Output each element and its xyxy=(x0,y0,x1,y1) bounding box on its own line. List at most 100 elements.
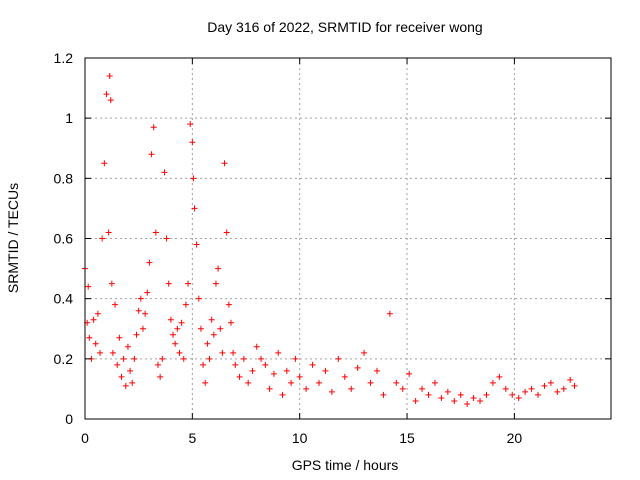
data-point xyxy=(515,394,522,401)
x-axis-label: GPS time / hours xyxy=(292,457,399,473)
data-point xyxy=(258,355,265,362)
data-point xyxy=(275,349,282,356)
data-point xyxy=(116,334,123,341)
data-point xyxy=(489,379,496,386)
data-point xyxy=(124,343,131,350)
data-point xyxy=(438,394,445,401)
x-tick-label: 10 xyxy=(292,430,308,446)
data-point xyxy=(187,121,194,128)
data-point xyxy=(144,289,151,296)
data-point xyxy=(406,370,413,377)
data-point xyxy=(159,355,166,362)
data-point xyxy=(189,139,196,146)
data-point xyxy=(142,310,149,317)
y-tick-label: 0.8 xyxy=(54,170,74,186)
data-point xyxy=(176,349,183,356)
data-point xyxy=(109,349,116,356)
data-point xyxy=(97,349,104,356)
data-point xyxy=(178,319,185,326)
data-point xyxy=(425,391,432,398)
data-point xyxy=(161,169,168,176)
data-point xyxy=(419,385,426,392)
data-point xyxy=(328,388,335,395)
x-tick-label: 0 xyxy=(81,430,89,446)
data-point xyxy=(106,73,113,80)
data-point xyxy=(127,367,134,374)
data-point xyxy=(163,235,170,242)
data-point xyxy=(412,397,419,404)
data-point xyxy=(112,301,119,308)
data-point xyxy=(477,397,484,404)
data-point xyxy=(245,379,252,386)
data-point xyxy=(202,379,209,386)
data-point xyxy=(316,379,323,386)
data-point xyxy=(94,310,101,317)
data-point xyxy=(240,355,247,362)
data-point xyxy=(571,382,578,389)
data-point xyxy=(554,388,561,395)
data-point xyxy=(221,160,228,167)
data-point xyxy=(496,373,503,380)
x-tick-label: 20 xyxy=(507,430,523,446)
data-point xyxy=(567,376,574,383)
data-point xyxy=(92,340,99,347)
data-point xyxy=(283,367,290,374)
data-point xyxy=(303,385,310,392)
data-points xyxy=(82,73,578,407)
data-point xyxy=(129,379,136,386)
data-point xyxy=(296,373,303,380)
data-point xyxy=(85,283,92,290)
data-point xyxy=(174,325,181,332)
data-point xyxy=(139,325,146,332)
data-point xyxy=(146,259,153,266)
data-point xyxy=(464,400,471,407)
data-point xyxy=(191,205,198,212)
data-point xyxy=(122,382,129,389)
data-point xyxy=(86,334,93,341)
y-tick-label: 1 xyxy=(65,110,73,126)
data-point xyxy=(154,361,161,368)
data-point xyxy=(253,343,260,350)
data-point xyxy=(279,391,286,398)
data-point xyxy=(335,355,342,362)
data-point xyxy=(137,295,144,302)
data-point xyxy=(528,385,535,392)
data-point xyxy=(101,160,108,167)
data-point xyxy=(292,355,299,362)
data-point xyxy=(399,385,406,392)
data-point xyxy=(120,355,127,362)
y-axis-ticks: 0 0.2 0.4 0.6 0.8 1 1.2 xyxy=(54,50,611,427)
data-point xyxy=(223,229,230,236)
data-point xyxy=(200,361,207,368)
x-tick-label: 15 xyxy=(399,430,415,446)
data-point xyxy=(230,349,237,356)
data-point xyxy=(262,361,269,368)
data-point xyxy=(180,355,187,362)
data-point xyxy=(135,307,142,314)
data-point xyxy=(217,325,224,332)
data-point xyxy=(167,316,174,323)
data-point xyxy=(152,229,159,236)
data-point xyxy=(215,265,222,272)
data-point xyxy=(225,301,232,308)
data-point xyxy=(367,379,374,386)
data-point xyxy=(236,373,243,380)
y-tick-label: 0.6 xyxy=(54,231,74,247)
data-point xyxy=(219,349,226,356)
data-point xyxy=(348,385,355,392)
data-point xyxy=(197,325,204,332)
data-point xyxy=(105,229,112,236)
data-point xyxy=(502,385,509,392)
data-point xyxy=(288,379,295,386)
y-tick-label: 0.2 xyxy=(54,351,74,367)
grid-lines xyxy=(85,58,611,419)
data-point xyxy=(131,355,138,362)
data-point xyxy=(249,367,256,374)
data-point xyxy=(266,385,273,392)
data-point xyxy=(182,301,189,308)
data-point xyxy=(547,379,554,386)
data-point xyxy=(206,355,213,362)
data-point xyxy=(90,316,97,323)
data-point xyxy=(208,316,215,323)
